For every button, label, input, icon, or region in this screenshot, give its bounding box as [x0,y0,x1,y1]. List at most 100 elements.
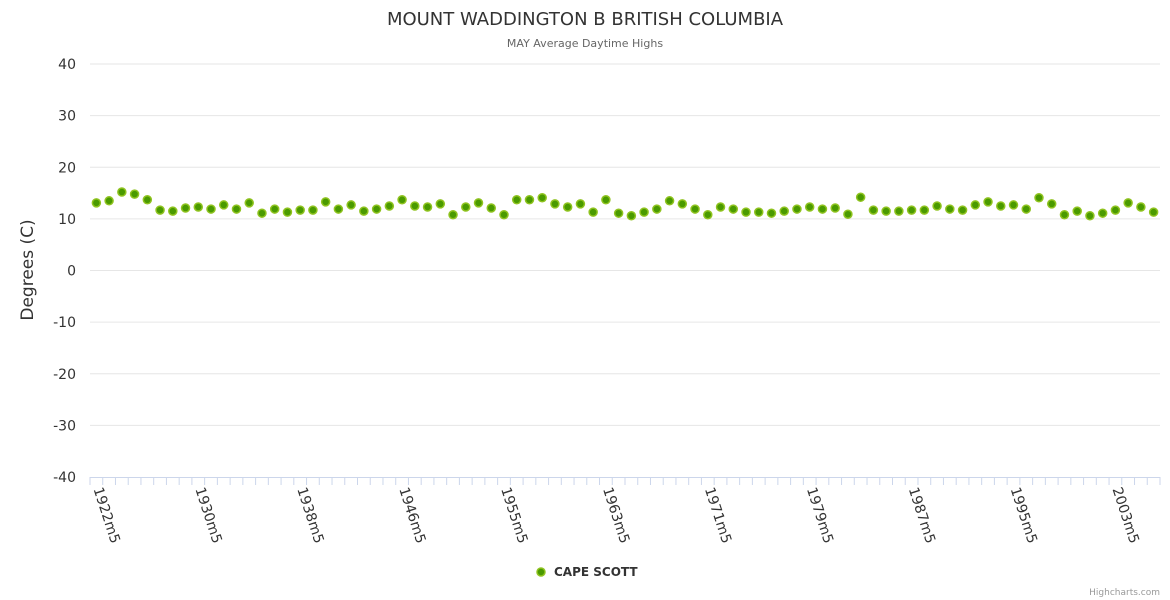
data-point[interactable] [1059,209,1070,220]
data-point[interactable] [295,205,305,215]
data-point[interactable] [244,198,254,208]
data-point[interactable] [639,207,649,217]
data-point[interactable] [1072,206,1082,216]
data-point[interactable] [104,196,114,206]
data-point[interactable] [843,209,853,219]
data-point[interactable] [766,208,777,218]
data-point[interactable] [524,195,535,205]
y-tick-label: 0 [67,264,76,280]
data-point[interactable] [435,199,446,209]
data-point[interactable] [537,192,547,203]
data-point[interactable] [830,203,840,213]
data-point[interactable] [384,201,395,211]
data-point[interactable] [562,202,573,212]
data-point[interactable] [410,201,420,211]
data-point[interactable] [91,198,102,208]
data-point[interactable] [1008,200,1019,210]
data-point[interactable] [1097,208,1108,218]
data-point[interactable] [588,207,598,217]
data-point[interactable] [945,204,955,214]
data-point[interactable] [779,206,789,216]
data-point[interactable] [511,195,522,205]
data-point[interactable] [1136,202,1146,212]
data-point[interactable] [690,204,700,214]
data-point[interactable] [371,204,382,214]
data-point[interactable] [957,205,968,215]
data-point[interactable] [117,187,127,197]
x-tick-label: 1946m5 [395,485,428,545]
data-point[interactable] [1085,211,1095,221]
data-point[interactable] [1046,199,1057,209]
data-point[interactable] [320,197,331,207]
data-point[interactable] [575,199,586,209]
data-point[interactable] [193,202,204,212]
data-point[interactable] [231,204,242,214]
data-point[interactable] [397,195,407,205]
data-point[interactable] [461,202,471,212]
x-tick-label: 1963m5 [599,485,632,545]
data-point[interactable] [486,203,496,213]
data-point[interactable] [499,209,509,220]
data-point[interactable] [664,196,675,206]
data-point[interactable] [1148,207,1159,217]
data-point[interactable] [359,206,369,216]
data-point[interactable] [715,202,726,212]
data-point[interactable] [550,199,560,209]
data-point[interactable] [728,204,739,214]
data-point[interactable] [422,202,433,212]
data-point[interactable] [155,205,165,215]
y-tick-label: -20 [53,367,76,383]
data-point[interactable] [932,201,942,211]
data-point[interactable] [1021,204,1031,214]
data-point[interactable] [448,209,458,220]
data-point[interactable] [792,204,802,214]
data-point[interactable] [1034,192,1044,203]
data-point[interactable] [613,208,624,218]
x-tick-label: 1922m5 [90,485,123,545]
legend-label: CAPE SCOTT [554,565,638,579]
data-point[interactable] [703,209,713,220]
data-point[interactable] [868,205,879,215]
legend-item-cape-scott[interactable]: CAPE SCOTT [536,565,638,579]
data-point[interactable] [168,206,178,216]
data-point[interactable] [996,201,1006,211]
data-point[interactable] [219,200,229,210]
data-point[interactable] [626,211,637,221]
data-point[interactable] [906,205,917,215]
data-point[interactable] [129,189,140,199]
data-point[interactable] [206,204,216,214]
x-tick-label: 1995m5 [1007,485,1040,545]
x-tick-label: 1987m5 [905,485,938,545]
data-point[interactable] [333,204,344,214]
data-point[interactable] [180,203,191,213]
data-point[interactable] [269,204,280,214]
data-point[interactable] [282,207,293,217]
data-point[interactable] [817,204,828,214]
data-point[interactable] [881,206,891,216]
data-point[interactable] [346,200,356,210]
data-point[interactable] [601,195,611,205]
data-point[interactable] [1123,198,1133,208]
x-tick-label: 1938m5 [293,485,326,545]
data-point[interactable] [257,208,267,218]
data-point[interactable] [970,200,981,210]
data-point[interactable] [804,202,815,212]
data-point[interactable] [677,199,688,209]
data-point[interactable] [855,192,866,202]
data-point[interactable] [741,207,751,217]
y-axis-title: Degrees (C) [18,219,38,320]
y-tick-label: 40 [58,57,76,73]
data-point[interactable] [983,197,993,207]
y-tick-label: -30 [53,418,76,434]
data-point[interactable] [919,205,930,215]
data-point[interactable] [142,195,153,205]
data-point[interactable] [1110,205,1121,215]
data-point[interactable] [308,205,318,215]
data-point[interactable] [652,204,662,214]
credits-link[interactable]: Highcharts.com [1089,588,1160,598]
data-point[interactable] [754,207,764,217]
y-tick-label: 20 [58,160,76,176]
data-point[interactable] [473,198,484,208]
data-point[interactable] [894,206,904,216]
